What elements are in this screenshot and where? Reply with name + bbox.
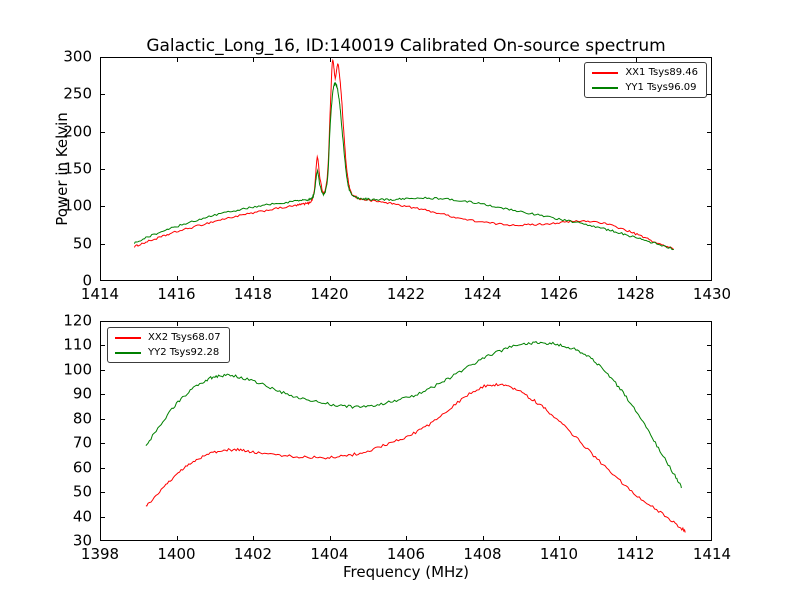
legend-label-xx1: XX1 Tsys89.46 bbox=[625, 67, 698, 78]
x-tick-label: 1416 bbox=[157, 285, 196, 303]
xx2-line-sample-icon bbox=[115, 336, 141, 339]
top-legend: XX1 Tsys89.46 YY1 Tsys96.09 bbox=[584, 62, 707, 98]
y-tick-label: 70 bbox=[72, 433, 92, 452]
legend-label-yy1: YY1 Tsys96.09 bbox=[625, 82, 697, 93]
chart-title: Galactic_Long_16, ID:140019 Calibrated O… bbox=[146, 36, 666, 56]
y-tick-label: 100 bbox=[63, 196, 92, 215]
x-tick-label: 1398 bbox=[80, 545, 120, 563]
x-tick-label: 1414 bbox=[80, 285, 120, 303]
x-tick-label: 1400 bbox=[157, 545, 196, 563]
y-tick-label: 50 bbox=[72, 482, 92, 501]
xx1-line-sample-icon bbox=[592, 71, 619, 74]
x-tick-label: 1426 bbox=[539, 285, 579, 303]
yy2-line-sample-icon bbox=[115, 351, 141, 354]
y-tick-label: 150 bbox=[63, 159, 92, 178]
y-tick-label: 30 bbox=[72, 531, 92, 550]
x-tick-label: 1430 bbox=[692, 285, 732, 303]
x-tick-label: 1410 bbox=[539, 545, 579, 563]
x-axis-label: Frequency (MHz) bbox=[342, 563, 470, 581]
y-tick-label: 90 bbox=[72, 384, 92, 403]
y-tick-label: 50 bbox=[72, 234, 92, 253]
x-tick-label: 1402 bbox=[233, 545, 273, 563]
x-tick-label: 1428 bbox=[616, 285, 655, 303]
x-tick-label: 1418 bbox=[233, 285, 273, 303]
x-tick-label: 1406 bbox=[386, 545, 426, 563]
y-tick-label: 100 bbox=[63, 360, 92, 379]
legend-label-yy2: YY2 Tsys92.28 bbox=[148, 347, 220, 358]
y-tick-label: 250 bbox=[63, 84, 92, 103]
y-tick-label: 110 bbox=[63, 335, 92, 354]
axes-1: XX2 Tsys68.07 YY2 Tsys92.28 bbox=[100, 321, 712, 541]
axes-0: XX1 Tsys89.46 YY1 Tsys96.09 bbox=[100, 57, 712, 281]
y-tick-label: 80 bbox=[72, 409, 92, 428]
x-tick-label: 1420 bbox=[310, 285, 349, 303]
x-tick-label: 1412 bbox=[616, 545, 655, 563]
x-tick-label: 1404 bbox=[310, 545, 349, 563]
x-tick-label: 1408 bbox=[463, 545, 502, 563]
x-tick-label: 1424 bbox=[463, 285, 502, 303]
x-tick-label: 1414 bbox=[692, 545, 732, 563]
y-tick-label: 60 bbox=[72, 458, 92, 477]
yy1-line-sample-icon bbox=[592, 86, 619, 89]
bottom-legend: XX2 Tsys68.07 YY2 Tsys92.28 bbox=[107, 327, 230, 363]
legend-item: YY2 Tsys92.28 bbox=[115, 347, 221, 358]
legend-item: YY1 Tsys96.09 bbox=[592, 82, 698, 93]
y-tick-label: 300 bbox=[63, 47, 92, 66]
legend-item: XX2 Tsys68.07 bbox=[115, 332, 221, 343]
x-tick-label: 1422 bbox=[386, 285, 426, 303]
y-tick-label: 200 bbox=[63, 122, 92, 141]
legend-label-xx2: XX2 Tsys68.07 bbox=[148, 332, 221, 343]
y-tick-label: 120 bbox=[63, 311, 92, 330]
y-tick-label: 40 bbox=[72, 507, 92, 526]
y-tick-label: 0 bbox=[82, 271, 92, 290]
legend-item: XX1 Tsys89.46 bbox=[592, 67, 698, 78]
